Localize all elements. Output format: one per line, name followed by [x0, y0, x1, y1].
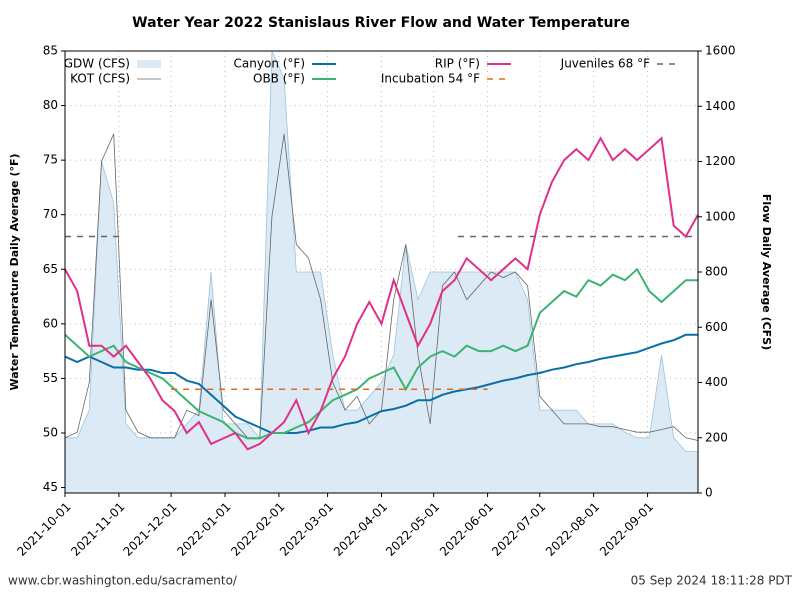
- y2-tick-label: 1200: [705, 154, 736, 168]
- x-tick-label: 2022-07-01: [489, 500, 548, 559]
- line: [64, 136, 699, 451]
- x-tick-label: 2022-06-01: [437, 500, 496, 559]
- y-tick-label: 75: [43, 153, 58, 167]
- x-tick-label: 2022-04-01: [331, 500, 390, 559]
- x-tick-label: 2021-12-01: [120, 500, 179, 559]
- legend-label: Incubation 54 °F: [381, 72, 480, 86]
- x-tick-label: 2022-01-01: [174, 500, 233, 559]
- legend-label: Canyon (°F): [234, 57, 305, 71]
- line: [64, 267, 698, 440]
- legend-label: OBB (°F): [253, 72, 305, 86]
- legend-swatch: [137, 60, 161, 68]
- y-tick-label: 65: [43, 262, 58, 276]
- y2-tick-label: 1600: [705, 44, 736, 58]
- y-tick-label: 70: [43, 207, 58, 221]
- footer-left: www.cbr.washington.edu/sacramento/: [8, 574, 238, 588]
- legend-label: RIP (°F): [435, 57, 480, 71]
- y-tick-label: 50: [43, 425, 58, 439]
- plot-frame: [64, 50, 699, 494]
- y-tick-label: 80: [43, 98, 58, 112]
- x-tick-label: 2022-08-01: [543, 500, 602, 559]
- legend-label: Juveniles 68 °F: [560, 57, 650, 71]
- y-tick-label: 45: [43, 480, 58, 494]
- y2-axis-label: Flow Daily Average (CFS): [760, 194, 773, 350]
- chart-title: Water Year 2022 Stanislaus River Flow an…: [132, 15, 630, 31]
- y-axis-label: Water Temperature Daily Average (°F): [8, 153, 21, 390]
- y-tick-label: 60: [43, 316, 58, 330]
- x-tick-label: 2022-05-01: [383, 500, 442, 559]
- area: [64, 50, 699, 494]
- y2-tick-label: 1400: [705, 99, 736, 113]
- y2-tick-label: 800: [705, 265, 728, 279]
- x-tick-label: 2021-11-01: [68, 500, 127, 559]
- y2-tick-label: 1000: [705, 209, 736, 223]
- line: [64, 333, 698, 434]
- y2-tick-label: 400: [705, 375, 728, 389]
- x-tick-label: 2021-10-01: [14, 500, 73, 559]
- y2-tick-label: 200: [705, 430, 728, 444]
- y-tick-label: 85: [43, 44, 58, 58]
- y2-tick-label: 600: [705, 320, 728, 334]
- legend-label: KOT (CFS): [70, 72, 130, 86]
- legend-label: GDW (CFS): [64, 57, 130, 71]
- x-tick-label: 2022-09-01: [597, 500, 656, 559]
- y2-tick-label: 0: [705, 486, 713, 500]
- footer-right: 05 Sep 2024 18:11:28 PDT: [631, 574, 793, 588]
- y-tick-label: 55: [43, 371, 58, 385]
